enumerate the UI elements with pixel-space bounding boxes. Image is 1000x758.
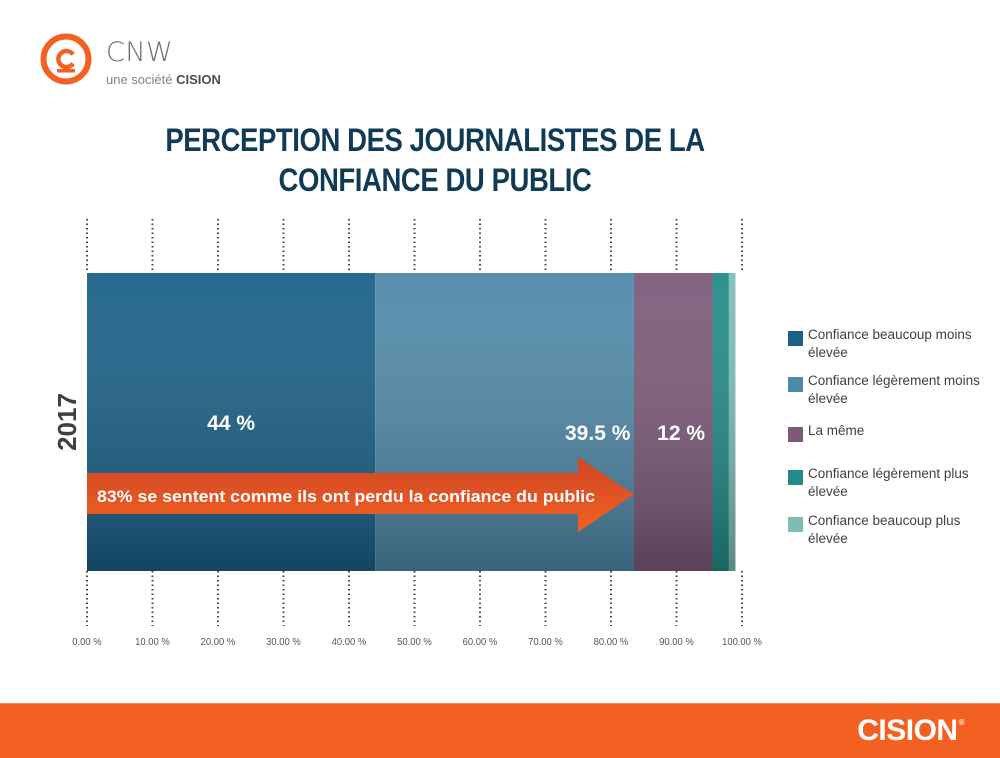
x-tick-label: 100.00 % (722, 637, 762, 649)
gridlines-bottom (86, 571, 743, 626)
data-label: 44 % (207, 412, 255, 435)
x-tick-label: 90.00 % (659, 637, 694, 649)
footer-logo-text: CISION (857, 714, 958, 747)
data-labels: 44 % 39.5 % 12 % (207, 412, 705, 445)
legend-label: La même (808, 423, 865, 438)
cnw-logo: CNW une société CISION (40, 33, 260, 93)
data-label: 12 % (657, 422, 705, 445)
x-tick-label: 40.00 % (332, 637, 367, 649)
legend-swatch (788, 470, 803, 485)
stacked-bar-chart: 83% se sentent comme ils ont perdu la co… (52, 219, 762, 649)
x-tick-labels: 0.00 % 10.00 % 20.00 % 30.00 % 40.00 % 50.00 … (72, 637, 762, 649)
chart-title: PERCEPTION DES JOURNALISTES DE LA CONFIA… (61, 120, 809, 200)
x-tick-label: 80.00 % (594, 637, 629, 649)
gridlines-top (86, 219, 743, 273)
x-tick-label: 10.00 % (135, 637, 170, 649)
bar-segment-shading (633, 273, 713, 571)
data-label: 39.5 % (565, 422, 631, 445)
x-tick-label: 70.00 % (528, 637, 563, 649)
x-tick-label: 60.00 % (463, 637, 498, 649)
legend-label: Confiance beaucoup plus élevée (808, 513, 961, 546)
cnw-logo-icon (40, 33, 92, 85)
x-tick-label: 0.00 % (72, 637, 101, 649)
logo-sub-brand: CISION (176, 72, 221, 87)
annotation-arrow-group: 83% se sentent comme ils ont perdu la co… (87, 457, 634, 532)
legend-swatch (788, 377, 803, 392)
legend-label: Confiance beaucoup moins élevée (808, 327, 972, 360)
legend-label: Confiance légèrement moins élevée (808, 373, 980, 406)
legend-swatch (788, 427, 803, 442)
legend-label: Confiance légèrement plus élevée (808, 466, 969, 499)
logo-subtitle: une société CISION (106, 72, 221, 87)
chart-title-line-2: CONFIANCE DU PUBLIC (278, 162, 592, 198)
x-tick-label: 30.00 % (266, 637, 301, 649)
legend-swatch (788, 517, 803, 532)
category-label-2017: 2017 (52, 393, 82, 451)
bar-segment-shading (712, 273, 729, 571)
chart-title-line-1: PERCEPTION DES JOURNALISTES DE LA (165, 122, 705, 158)
bar-segment-shading (728, 273, 736, 571)
registered-mark: ® (958, 718, 965, 727)
bar-segment-shading (87, 273, 376, 571)
x-tick-label: 50.00 % (397, 637, 432, 649)
cision-footer-logo: CISION® (857, 714, 964, 748)
logo-sub-prefix: une société (106, 72, 173, 87)
logo-name: CNW (106, 37, 174, 68)
annotation-arrow (87, 457, 634, 532)
bar-segments (87, 273, 736, 571)
legend-swatch (788, 331, 803, 346)
annotation-text: 83% se sentent comme ils ont perdu la co… (97, 487, 595, 506)
x-tick-label: 20.00 % (201, 637, 236, 649)
footer-bar: CISION® (0, 703, 1000, 758)
